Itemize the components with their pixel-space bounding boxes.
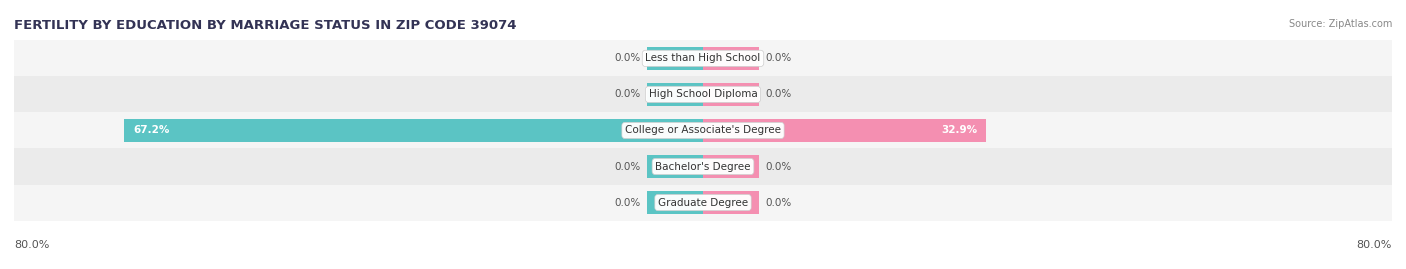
Bar [647, 83, 703, 106]
Text: 0.0%: 0.0% [614, 89, 640, 100]
Bar [703, 83, 759, 106]
Bar [14, 76, 1392, 112]
Text: 0.0%: 0.0% [766, 161, 792, 172]
Bar [14, 112, 1392, 148]
Text: 0.0%: 0.0% [614, 53, 640, 63]
Bar [647, 47, 703, 70]
Bar [703, 191, 759, 214]
Bar [647, 155, 703, 178]
Text: College or Associate's Degree: College or Associate's Degree [626, 125, 780, 136]
Bar [124, 119, 703, 142]
Text: 0.0%: 0.0% [614, 161, 640, 172]
Text: 80.0%: 80.0% [1357, 240, 1392, 250]
Text: 67.2%: 67.2% [134, 125, 169, 136]
Text: 0.0%: 0.0% [766, 197, 792, 208]
Bar [703, 119, 987, 142]
Text: FERTILITY BY EDUCATION BY MARRIAGE STATUS IN ZIP CODE 39074: FERTILITY BY EDUCATION BY MARRIAGE STATU… [14, 19, 516, 32]
Text: 0.0%: 0.0% [614, 197, 640, 208]
Text: Bachelor's Degree: Bachelor's Degree [655, 161, 751, 172]
Text: High School Diploma: High School Diploma [648, 89, 758, 100]
Bar [647, 191, 703, 214]
Bar [703, 155, 759, 178]
Bar [703, 47, 759, 70]
Bar [14, 148, 1392, 185]
Text: 80.0%: 80.0% [14, 240, 49, 250]
Text: 0.0%: 0.0% [766, 53, 792, 63]
Text: Source: ZipAtlas.com: Source: ZipAtlas.com [1288, 19, 1392, 29]
Text: 0.0%: 0.0% [766, 89, 792, 100]
Text: Less than High School: Less than High School [645, 53, 761, 63]
Bar [14, 40, 1392, 76]
Text: Graduate Degree: Graduate Degree [658, 197, 748, 208]
Bar [14, 185, 1392, 221]
Text: 32.9%: 32.9% [942, 125, 977, 136]
